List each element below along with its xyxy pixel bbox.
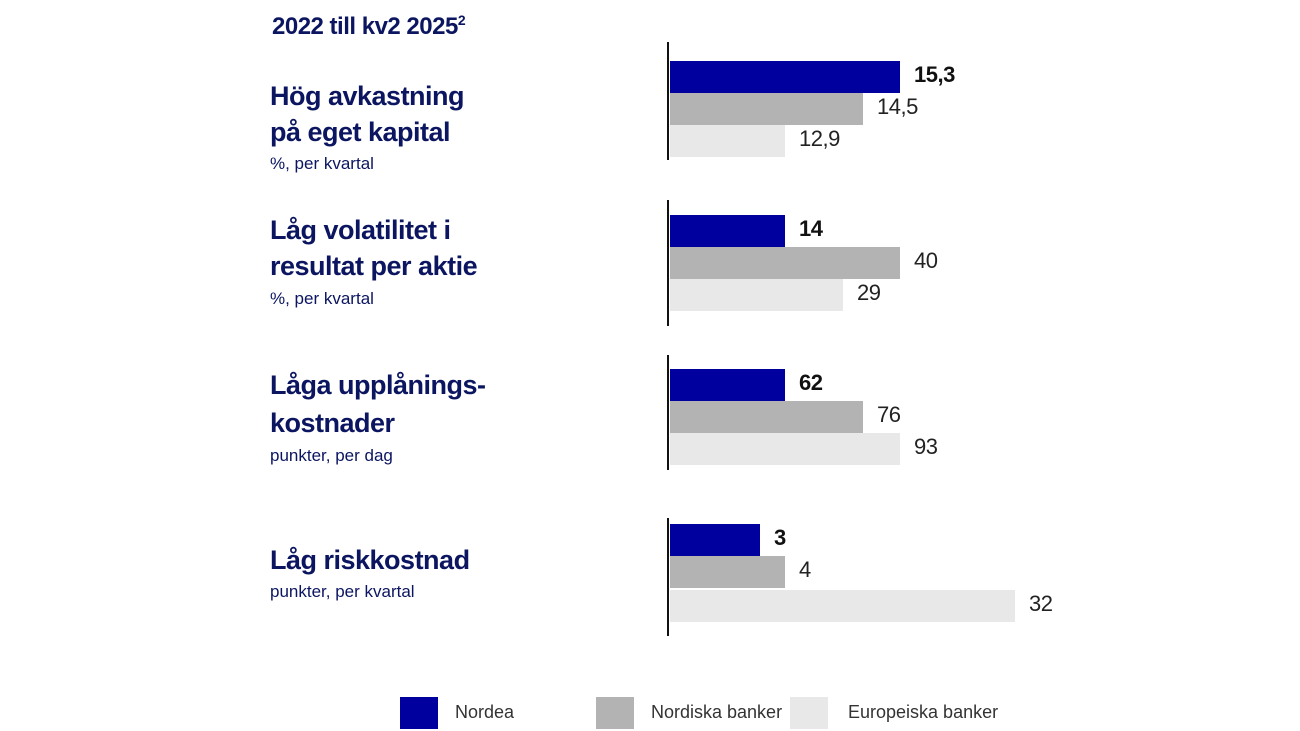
axis-line xyxy=(667,42,669,160)
axis-line xyxy=(667,355,669,470)
chart-title: 2022 till kv2 20252 xyxy=(272,12,466,40)
axis-line xyxy=(667,518,669,636)
legend-swatch xyxy=(596,697,634,729)
data-label: 3 xyxy=(774,525,786,550)
data-label: 93 xyxy=(914,434,938,459)
group-title-line: resultat per aktie xyxy=(270,251,478,281)
group-title-line: Låg volatilitet i xyxy=(270,215,451,245)
legend-label: Nordiska banker xyxy=(651,702,783,722)
data-label: 29 xyxy=(857,280,881,305)
legend-label: Nordea xyxy=(455,702,515,722)
group-title-line: Låga upplånings- xyxy=(270,370,486,400)
legend-label: Europeiska banker xyxy=(848,702,999,722)
bar-europeiska-banker xyxy=(670,125,785,157)
legend-swatch xyxy=(400,697,438,729)
data-label: 32 xyxy=(1029,591,1053,616)
axis-line xyxy=(667,200,669,326)
data-label: 15,3 xyxy=(914,62,955,87)
group-title-line: Låg riskkostnad xyxy=(270,545,470,575)
bar-nordea xyxy=(670,524,760,556)
bar-nordiska-banker xyxy=(670,93,863,125)
data-label: 12,9 xyxy=(799,126,840,151)
bar-europeiska-banker xyxy=(670,279,843,311)
group-subtitle: %, per kvartal xyxy=(270,289,374,308)
data-label: 62 xyxy=(799,370,823,395)
bar-nordea xyxy=(670,61,900,93)
bar-europeiska-banker xyxy=(670,590,1015,622)
group-title-line: kostnader xyxy=(270,408,395,438)
bar-europeiska-banker xyxy=(670,433,900,465)
group-title-line: på eget kapital xyxy=(270,117,451,147)
bar-nordea xyxy=(670,215,785,247)
data-label: 76 xyxy=(877,402,901,427)
data-label: 40 xyxy=(914,248,938,273)
legend-swatch xyxy=(790,697,828,729)
data-label: 14 xyxy=(799,216,823,241)
data-label: 4 xyxy=(799,557,811,582)
group-subtitle: punkter, per dag xyxy=(270,446,393,465)
data-label: 14,5 xyxy=(877,94,918,119)
bar-nordiska-banker xyxy=(670,556,785,588)
bar-nordiska-banker xyxy=(670,247,900,279)
bar-nordea xyxy=(670,369,785,401)
group-subtitle: punkter, per kvartal xyxy=(270,582,415,601)
group-subtitle: %, per kvartal xyxy=(270,154,374,173)
bar-nordiska-banker xyxy=(670,401,863,433)
group-title-line: Hög avkastning xyxy=(270,81,465,111)
